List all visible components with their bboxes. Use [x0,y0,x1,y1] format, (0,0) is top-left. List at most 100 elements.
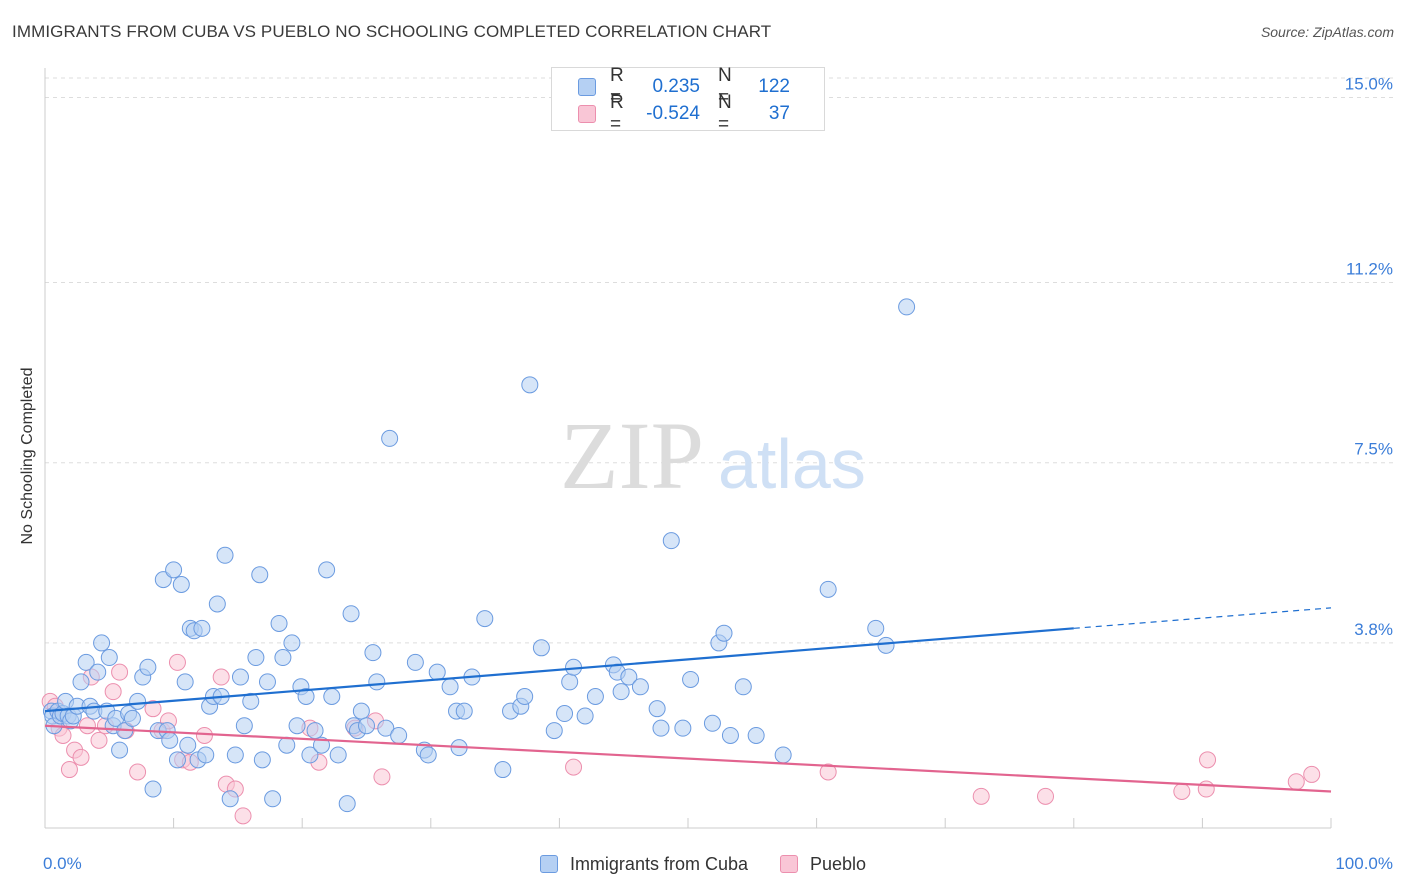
cuba-point [231,668,249,686]
cuba-point [898,298,916,316]
y-tick-label: 15.0% [1345,74,1393,93]
pueblo-point [972,787,990,805]
cuba-point [774,746,792,764]
cuba-point [312,736,330,754]
legend-r-value: -0.524 [646,103,700,124]
cuba-point [270,614,288,632]
cuba-point [197,746,215,764]
cuba-point [419,746,437,764]
cuba-point [368,673,386,691]
source-label: Source: ZipAtlas.com [1260,24,1394,40]
legend-r-label: R = [610,92,624,135]
cuba-point [352,702,370,720]
watermark-zip: ZIP [560,402,704,509]
watermark-atlas: atlas [718,425,866,503]
pueblo-point [1303,765,1321,783]
cuba-point [208,595,226,613]
cuba-point [221,790,239,808]
pueblo-point [373,768,391,786]
cuba-trend-extension [1073,607,1332,629]
pueblo-point [819,763,837,781]
cuba-point [342,605,360,623]
cuba-point [258,673,276,691]
cuba-point [703,714,721,732]
cuba-point [161,731,179,749]
cuba-point [476,610,494,628]
cuba-point [172,575,190,593]
cuba-point [674,719,692,737]
cuba-point [364,644,382,662]
cuba-point [819,580,837,598]
cuba-point [561,673,579,691]
pueblo-point [1199,751,1217,769]
cuba-point [129,692,147,710]
x-tick-label: 0.0% [43,854,82,873]
cuba-point [123,709,141,727]
cuba-point [179,736,197,754]
cuba-point [251,566,269,584]
y-tick-label: 11.2% [1346,260,1393,279]
legend-row-cuba: R = 0.235 N = 122 [578,65,790,108]
tick-labels: 3.8% 7.5% 11.2% 15.0% 0.0% 100.0% [43,74,1393,873]
series-legend-cuba[interactable]: Immigrants from Cuba [539,853,748,875]
cuba-point [318,561,336,579]
cuba-point [216,546,234,564]
legend-n-label: N = [718,65,732,108]
pueblo-point [212,668,230,686]
series-swatch-cuba [539,855,558,873]
cuba-point [428,663,446,681]
cuba-point [358,717,375,735]
cuba-point [532,639,550,657]
pueblo-point [1287,773,1305,791]
cuba-points [42,298,916,813]
cuba-point [631,678,649,696]
trend-lines [44,607,1332,793]
cuba-point [576,707,594,725]
stats-legend: R = 0.235 N = 122 R = -0.524 N = 37 [551,65,825,135]
series-legend: Immigrants from Cuba Pueblo [0,852,1406,876]
x-tick-label: 100.0% [1335,854,1393,873]
cuba-point [242,692,260,710]
pueblo-point [1197,780,1215,798]
pueblo-trend-line [44,724,1332,793]
legend-n-value: 37 [768,103,790,124]
cuba-point [556,705,574,723]
y-tick-label: 3.8% [1354,620,1393,639]
cuba-point [682,670,700,688]
series-label-pueblo: Pueblo [810,853,867,874]
legend-n-label: N = [718,92,732,135]
cuba-point [662,532,680,550]
cuba-point [494,761,512,779]
gridlines [45,77,1394,644]
y-tick-label: 7.5% [1354,440,1393,459]
cuba-trend-line [44,627,1074,713]
series-legend-pueblo[interactable]: Pueblo [780,854,866,875]
cuba-point [747,726,765,744]
cuba-point [235,717,253,735]
pueblo-point [144,700,162,718]
cuba-point [377,719,395,737]
cuba-point [168,751,186,769]
legend-r-label: R = [610,65,624,108]
cuba-point [455,702,473,720]
cuba-point [154,571,172,589]
pueblo-point [1037,787,1055,805]
series-label-cuba: Immigrants from Cuba [569,853,748,874]
cuba-point [226,746,244,764]
pueblo-point [234,807,252,825]
pueblo-point [72,748,90,766]
legend-r-value: 0.235 [652,76,700,97]
cuba-point [652,719,670,737]
cuba-point [721,726,739,744]
cuba-point [100,649,118,667]
cuba-point [301,746,319,764]
cuba-point [441,678,459,696]
cuba-point [278,736,296,754]
chart-title: IMMIGRANTS FROM CUBA VS PUEBLO NO SCHOOL… [12,22,772,41]
legend-row-pueblo: R = -0.524 N = 37 [578,92,790,135]
pueblo-point [129,763,147,781]
pueblo-point [90,731,108,749]
cuba-point [715,624,733,642]
pueblo-point [565,758,583,776]
